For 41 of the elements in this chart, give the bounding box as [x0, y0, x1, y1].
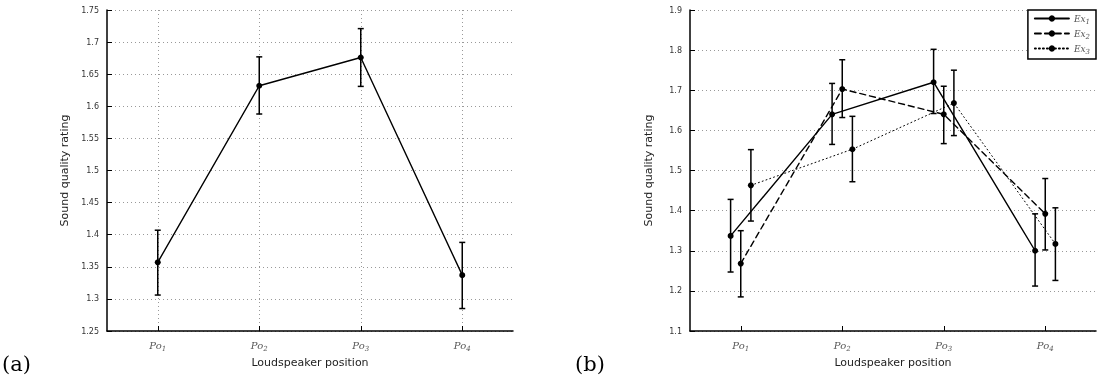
y-tick-label: 1.35	[81, 262, 99, 272]
point	[1042, 210, 1049, 217]
y-tick-label: 1.3	[86, 294, 99, 304]
point	[829, 111, 836, 118]
y-tick-label: 1.75	[81, 5, 99, 15]
y-tick-label: 1.45	[81, 198, 99, 208]
y-tick-label: 1.6	[669, 125, 682, 135]
y-tick-label: 1.5	[86, 166, 99, 175]
y-tick-label: 1.1	[669, 326, 682, 336]
y-tick-label: 1.6	[86, 101, 99, 111]
point	[737, 260, 744, 267]
y-tick-label: 1.65	[81, 69, 99, 79]
text: (a)	[2, 351, 31, 376]
y-tick-label: 1.3	[669, 246, 682, 256]
y-tick-label: 1.7	[86, 37, 99, 47]
point	[727, 232, 734, 239]
y-tick-label: 1.9	[669, 5, 682, 15]
x-axis-title: Loudspeaker position	[251, 355, 369, 369]
point	[459, 272, 466, 279]
point	[930, 79, 937, 86]
y-tick-label: 1.8	[669, 45, 682, 55]
text: (b)	[575, 351, 605, 376]
point	[950, 100, 957, 107]
point	[1032, 247, 1039, 254]
y-axis-title: Sound quality rating	[58, 114, 72, 227]
point	[256, 82, 263, 89]
y-tick-label: 1.5	[669, 166, 682, 175]
y-tick-label: 1.4	[669, 206, 682, 216]
point	[839, 86, 846, 93]
point	[747, 182, 754, 189]
y-tick-label: 1.25	[81, 326, 99, 336]
y-axis-title: Sound quality rating	[642, 114, 655, 227]
point	[154, 259, 161, 266]
point	[1052, 240, 1059, 247]
y-tick-label: 1.55	[81, 133, 99, 143]
point	[849, 146, 856, 153]
x-axis-title: Loudspeaker position	[834, 355, 952, 369]
y-tick-label: 1.7	[669, 85, 682, 95]
y-tick-label: 1.2	[669, 286, 682, 296]
y-tick-label: 1.4	[86, 230, 99, 240]
point	[940, 111, 947, 118]
